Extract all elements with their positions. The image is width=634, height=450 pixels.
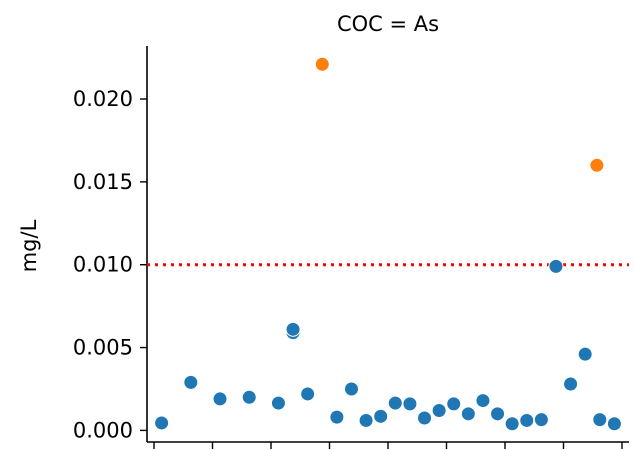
data-point	[343, 381, 359, 397]
data-point	[606, 416, 622, 432]
data-point	[183, 374, 199, 390]
chart-title: COC = As	[337, 12, 439, 36]
data-point	[589, 157, 605, 173]
y-axis-ticks: 0.000 0.005 0.010 0.015 0.020	[73, 87, 147, 442]
y-tick-label: 0.010	[73, 253, 133, 277]
data-point	[373, 408, 389, 424]
data-points	[154, 56, 622, 432]
y-axis-label: mg/L	[17, 219, 41, 272]
data-point	[533, 412, 549, 428]
data-point	[270, 395, 286, 411]
data-point	[329, 409, 345, 425]
data-point	[592, 412, 608, 428]
y-tick-label: 0.000	[73, 418, 133, 442]
data-point	[475, 393, 491, 409]
data-point	[577, 346, 593, 362]
data-point	[519, 412, 535, 428]
data-point	[402, 396, 418, 412]
data-point	[358, 412, 374, 428]
data-point	[314, 56, 330, 72]
data-point	[460, 406, 476, 422]
data-point	[300, 386, 316, 402]
y-tick-label: 0.020	[73, 87, 133, 111]
data-point	[563, 376, 579, 392]
y-tick-label: 0.005	[73, 336, 133, 360]
data-point	[241, 389, 257, 405]
y-tick-label: 0.015	[73, 170, 133, 194]
data-point	[431, 403, 447, 419]
data-point	[417, 410, 433, 426]
data-point	[504, 416, 520, 432]
data-point	[154, 415, 170, 431]
x-axis-ticks	[153, 442, 623, 449]
data-point	[285, 321, 301, 337]
data-point	[446, 396, 462, 412]
data-point	[387, 395, 403, 411]
data-point	[212, 391, 228, 407]
data-point	[490, 406, 506, 422]
data-point	[548, 258, 564, 274]
